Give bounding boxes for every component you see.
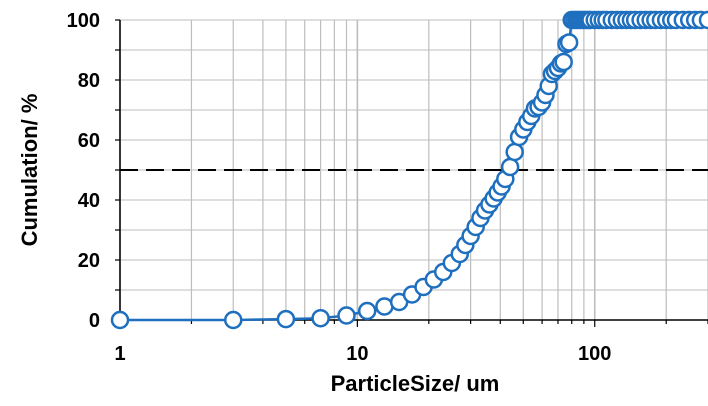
x-tick-label: 1 [114, 343, 125, 365]
y-tick-label: 60 [78, 130, 100, 152]
data-point [505, 142, 524, 162]
x-tick-labels: 1 10 100 [114, 343, 611, 365]
data-point [337, 306, 356, 325]
x-tick-label: 100 [578, 343, 611, 365]
data-series [110, 10, 708, 330]
data-point [559, 33, 579, 52]
data-point [698, 10, 708, 30]
data-point [357, 301, 377, 321]
y-tick-label: 80 [78, 70, 100, 92]
data-point [311, 308, 330, 328]
y-axis-title: Cumulation/ % [17, 94, 42, 247]
data-point [224, 310, 243, 330]
y-tick-labels: 0 20 40 60 80 100 [67, 10, 100, 332]
y-tick-label: 20 [78, 250, 100, 272]
data-point [500, 157, 520, 177]
x-axis-title: ParticleSize/ um [331, 371, 500, 396]
y-tick-label: 0 [89, 310, 100, 332]
y-tick-label: 40 [78, 190, 100, 212]
axes [115, 19, 708, 327]
y-tick-label: 100 [67, 10, 100, 32]
x-tick-label: 10 [346, 343, 368, 365]
data-point [110, 310, 130, 330]
data-point [276, 309, 296, 329]
data-point [554, 52, 573, 72]
